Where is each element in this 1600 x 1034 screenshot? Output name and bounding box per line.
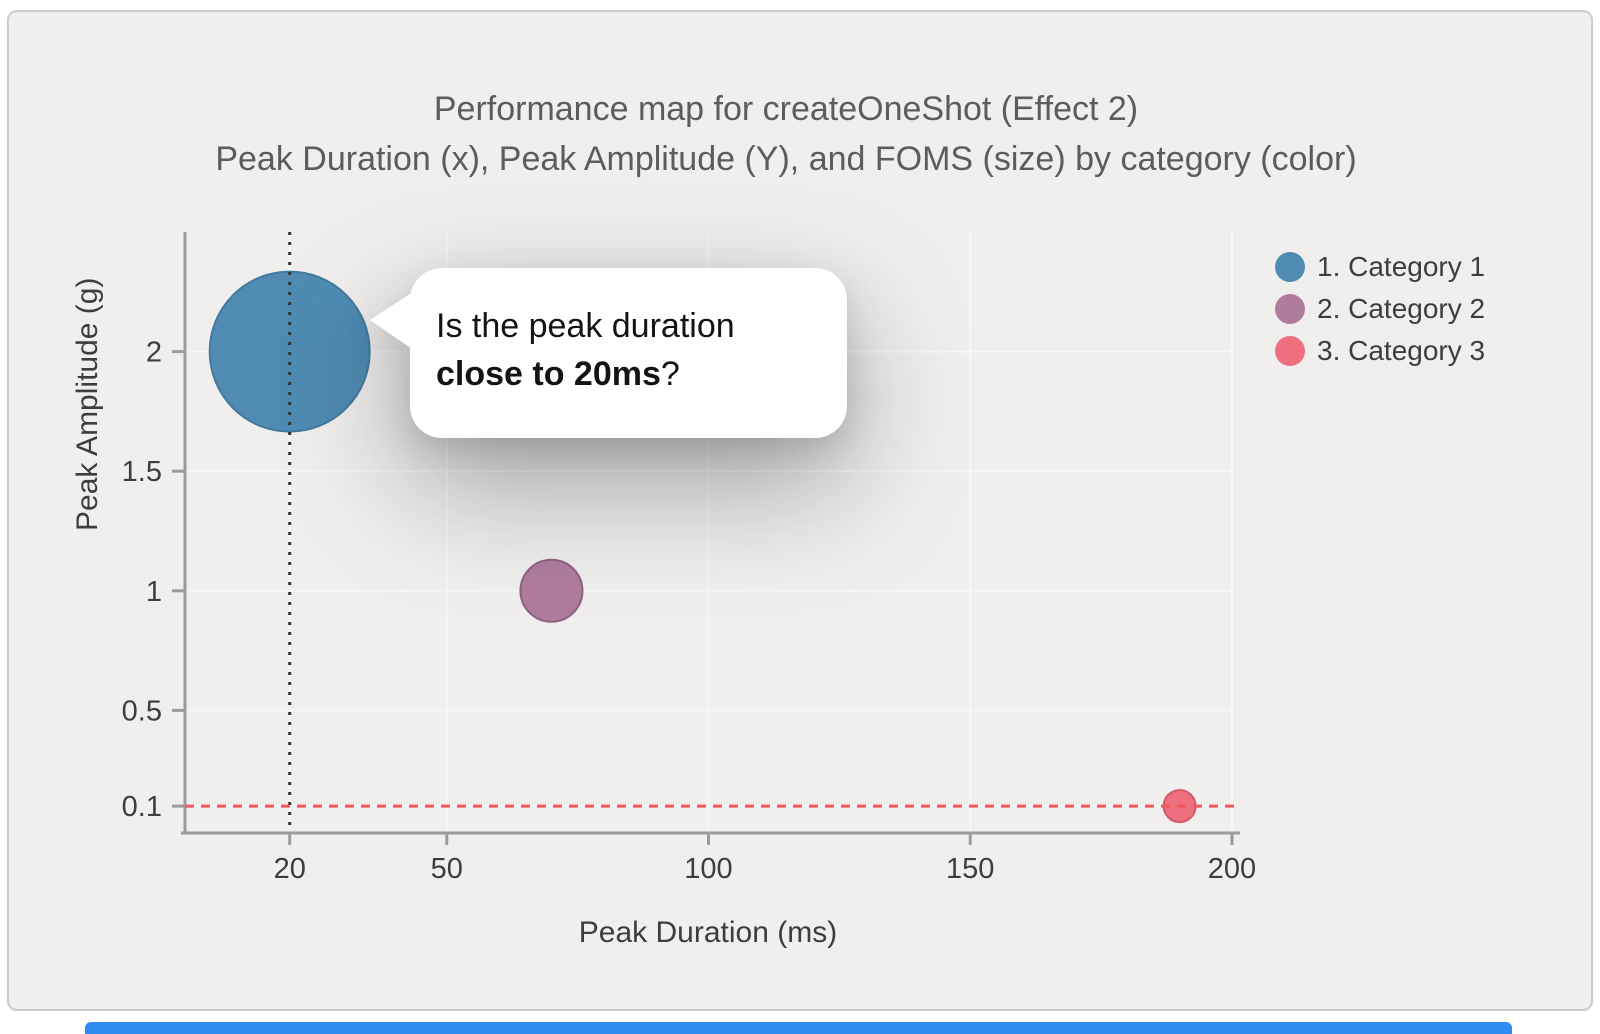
legend-item-category-2[interactable]: 2. Category 2	[1274, 288, 1485, 330]
legend-item-category-3[interactable]: 3. Category 3	[1274, 330, 1485, 372]
y-tick-label: 0.5	[122, 695, 162, 727]
tooltip-suffix: ?	[660, 355, 680, 393]
bubble-series-1[interactable]	[208, 270, 371, 433]
background-window-edge[interactable]	[85, 1022, 1512, 1034]
legend-swatch-category-3	[1275, 336, 1305, 366]
legend-label-category-1: 1. Category 1	[1317, 251, 1486, 282]
x-tick-label: 200	[1208, 853, 1256, 885]
x-axis-title: Peak Duration (ms)	[578, 916, 838, 949]
bubble-series-2[interactable]	[519, 558, 584, 623]
x-tick-label: 100	[684, 853, 732, 885]
x-tick-label: 150	[946, 853, 994, 885]
legend-label-category-3: 3. Category 3	[1317, 335, 1486, 366]
chart-title-block: Performance map for createOneShot (Effec…	[0, 84, 1586, 184]
chart-title: Performance map for createOneShot (Effec…	[433, 90, 1139, 128]
legend-label-category-2: 2. Category 2	[1317, 293, 1486, 324]
y-tick-label: 1.5	[122, 456, 162, 488]
chart-card	[7, 10, 1593, 1011]
tooltip-bold-text: close to 20ms	[436, 355, 661, 393]
x-tick-label: 20	[274, 853, 306, 885]
y-tick-label: 0.1	[122, 791, 162, 823]
tooltip-callout: Is the peak duration close to 20ms?	[368, 268, 847, 438]
legend-item-category-1[interactable]: 1. Category 1	[1274, 246, 1485, 288]
tooltip-tail	[370, 286, 422, 356]
tooltip-line1: Is the peak duration	[436, 307, 735, 345]
legend: 1. Category 1 2. Category 2 3. Category …	[1274, 246, 1485, 372]
y-tick-label: 2	[146, 337, 162, 369]
y-tick-label: 1	[146, 576, 162, 608]
x-tick-label: 50	[431, 853, 463, 885]
legend-swatch-category-1	[1275, 252, 1305, 282]
legend-swatch-category-2	[1275, 294, 1305, 324]
chart-subtitle: Peak Duration (x), Peak Amplitude (Y), a…	[215, 140, 1357, 178]
tooltip-body: Is the peak duration close to 20ms?	[410, 268, 847, 438]
